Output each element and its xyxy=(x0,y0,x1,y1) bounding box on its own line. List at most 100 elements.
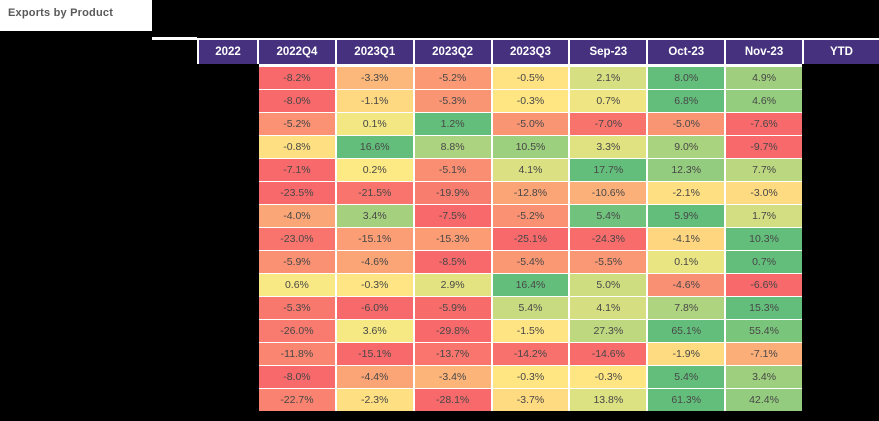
heatmap-cell: 7.7% xyxy=(726,159,802,181)
heatmap-cell: -25.1% xyxy=(492,228,569,250)
heatmap-cell: 4.1% xyxy=(492,159,569,181)
heatmap-cell: -19.9% xyxy=(414,182,491,204)
redaction-mask-column-2022 xyxy=(197,64,259,421)
heatmap-cell: 8.8% xyxy=(414,136,491,158)
heatmap-cell: -0.3% xyxy=(336,274,413,296)
heatmap-cell: 0.6% xyxy=(259,274,335,296)
heatmap-cell: 8.0% xyxy=(648,67,725,89)
heatmap-cell: -5.9% xyxy=(414,297,491,319)
heatmap-cell: 15.3% xyxy=(726,297,802,319)
heatmap-cell: -5.4% xyxy=(492,251,569,273)
heatmap-cell: -5.2% xyxy=(492,205,569,227)
heatmap-cell: -29.8% xyxy=(414,320,491,342)
heatmap-cell: -21.5% xyxy=(336,182,413,204)
heatmap-cell: -22.7% xyxy=(259,389,335,411)
heatmap-cell: 4.9% xyxy=(726,67,802,89)
heatmap-cell: 6.8% xyxy=(648,90,725,112)
heatmap-cell: -1.1% xyxy=(336,90,413,112)
heatmap-cell: 12.3% xyxy=(648,159,725,181)
heatmap-cell: -5.9% xyxy=(259,251,335,273)
column-header-2023q1[interactable]: 2023Q1 xyxy=(336,40,413,66)
heatmap-cell: 4.1% xyxy=(570,297,647,319)
column-header-oct-23[interactable]: Oct-23 xyxy=(648,40,725,66)
heatmap-cell: -5.1% xyxy=(414,159,491,181)
heatmap-cell: 5.0% xyxy=(570,274,647,296)
heatmap-cell: -15.1% xyxy=(336,343,413,365)
heatmap-cell: -28.1% xyxy=(414,389,491,411)
heatmap-cell: -1.9% xyxy=(648,343,725,365)
heatmap-cell: -14.2% xyxy=(492,343,569,365)
heatmap-cell: 61.3% xyxy=(648,389,725,411)
heatmap-cell: 7.8% xyxy=(648,297,725,319)
heatmap-cell: -5.0% xyxy=(648,113,725,135)
heatmap-cell: -5.2% xyxy=(414,67,491,89)
heatmap-cell: -9.7% xyxy=(726,136,802,158)
heatmap-cell: -23.0% xyxy=(259,228,335,250)
column-header-2022q4[interactable]: 2022Q4 xyxy=(259,40,335,66)
heatmap-cell: -14.6% xyxy=(570,343,647,365)
heatmap-cell: -11.8% xyxy=(259,343,335,365)
heatmap-cell: -8.2% xyxy=(259,67,335,89)
heatmap-cell: 2.9% xyxy=(414,274,491,296)
heatmap-cell: 3.4% xyxy=(726,366,802,388)
heatmap-grid: 2022 2022Q4 2023Q1 2023Q2 2023Q3 Sep-23 Oct-23… xyxy=(199,40,879,411)
heatmap-cell: -24.3% xyxy=(570,228,647,250)
heatmap-cell: 0.7% xyxy=(570,90,647,112)
heatmap-cell: -6.0% xyxy=(336,297,413,319)
heatmap-cell: -0.8% xyxy=(259,136,335,158)
heatmap-cell: -7.1% xyxy=(259,159,335,181)
heatmap-cell: -4.6% xyxy=(648,274,725,296)
heatmap-cell: 5.4% xyxy=(648,366,725,388)
title-bar: Exports by Product xyxy=(0,0,152,31)
heatmap-cell: -15.3% xyxy=(414,228,491,250)
heatmap-cell: 10.3% xyxy=(726,228,802,250)
heatmap-cell: -4.1% xyxy=(648,228,725,250)
heatmap-cell: -5.2% xyxy=(259,113,335,135)
heatmap-cell: -0.3% xyxy=(492,90,569,112)
heatmap-cell: -4.0% xyxy=(259,205,335,227)
heatmap-cell: 0.1% xyxy=(648,251,725,273)
column-header-2023q3[interactable]: 2023Q3 xyxy=(492,40,569,66)
heatmap-cell: -23.5% xyxy=(259,182,335,204)
column-header-sep-23[interactable]: Sep-23 xyxy=(570,40,647,66)
heatmap-cell: -0.5% xyxy=(492,67,569,89)
heatmap-cell: 3.4% xyxy=(336,205,413,227)
heatmap-cell: 5.4% xyxy=(570,205,647,227)
heatmap-cell: 1.7% xyxy=(726,205,802,227)
column-header-2022[interactable]: 2022 xyxy=(199,40,257,66)
heatmap-cell: -15.1% xyxy=(336,228,413,250)
heatmap-cell: -2.1% xyxy=(648,182,725,204)
heatmap-cell: -5.3% xyxy=(414,90,491,112)
heatmap-cell: -5.5% xyxy=(570,251,647,273)
heatmap-cell: 3.6% xyxy=(336,320,413,342)
heatmap-cell: -26.0% xyxy=(259,320,335,342)
heatmap-cell: 55.4% xyxy=(726,320,802,342)
heatmap-cell: -4.6% xyxy=(336,251,413,273)
heatmap-cell: -2.3% xyxy=(336,389,413,411)
heatmap-cell: -7.5% xyxy=(414,205,491,227)
column-header-ytd[interactable]: YTD xyxy=(803,40,879,66)
heatmap-cell: -7.6% xyxy=(726,113,802,135)
chart-title: Exports by Product xyxy=(8,7,114,19)
heatmap-cell: -5.0% xyxy=(492,113,569,135)
heatmap-cell: 10.5% xyxy=(492,136,569,158)
heatmap-cell: 4.6% xyxy=(726,90,802,112)
heatmap-cell: -7.0% xyxy=(570,113,647,135)
column-header-nov-23[interactable]: Nov-23 xyxy=(726,40,802,66)
heatmap-cell: 5.4% xyxy=(492,297,569,319)
redaction-mask-column-ytd xyxy=(802,64,879,421)
heatmap-cell: -3.3% xyxy=(336,67,413,89)
heatmap-cell: 0.7% xyxy=(726,251,802,273)
exports-heatmap-table: 2022 2022Q4 2023Q1 2023Q2 2023Q3 Sep-23 Oct-23… xyxy=(197,38,879,411)
heatmap-cell: -13.7% xyxy=(414,343,491,365)
heatmap-cell: 3.3% xyxy=(570,136,647,158)
heatmap-cell: 0.2% xyxy=(336,159,413,181)
heatmap-cell: -7.1% xyxy=(726,343,802,365)
heatmap-cell: 9.0% xyxy=(648,136,725,158)
heatmap-cell: 17.7% xyxy=(570,159,647,181)
heatmap-cell: 16.6% xyxy=(336,136,413,158)
column-header-2023q2[interactable]: 2023Q2 xyxy=(414,40,491,66)
heatmap-cell: 27.3% xyxy=(570,320,647,342)
heatmap-cell: -0.3% xyxy=(570,366,647,388)
heatmap-cell: -5.3% xyxy=(259,297,335,319)
